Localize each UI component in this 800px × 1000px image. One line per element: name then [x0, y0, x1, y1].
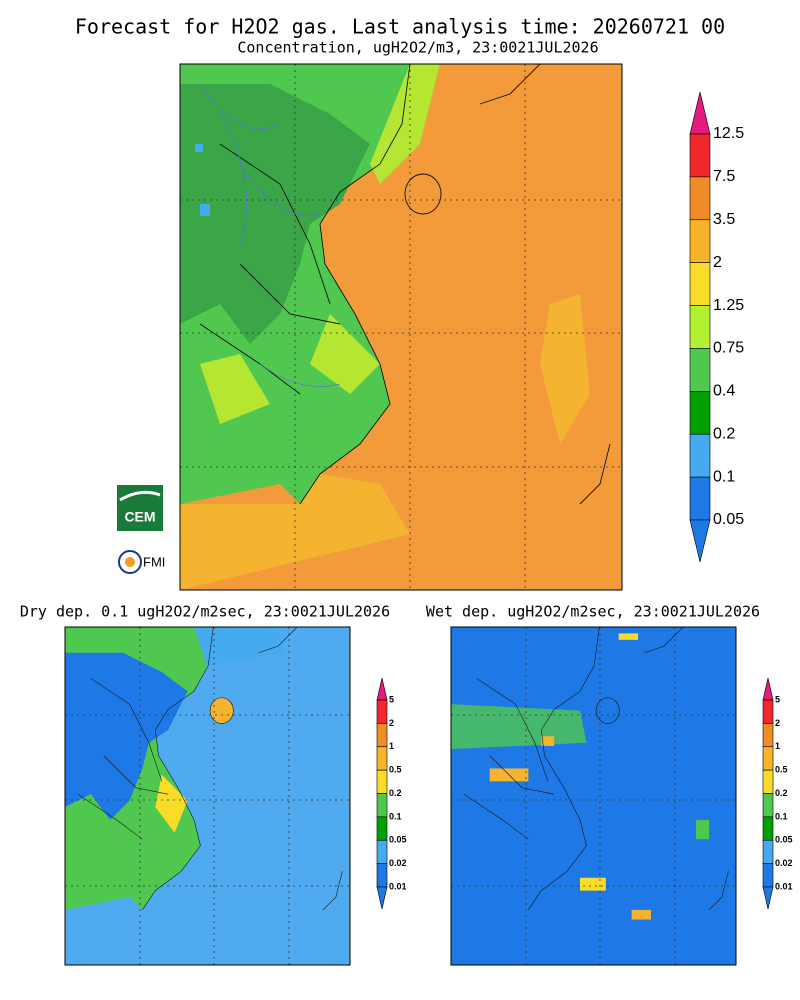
logo-text: FMI — [143, 554, 165, 569]
colorbar-label: 0.2 — [775, 788, 788, 798]
graticule — [180, 64, 622, 590]
colorbar-label: 0.02 — [775, 858, 793, 868]
colorbar-band — [376, 816, 388, 841]
colorbar-label: 3.5 — [713, 211, 735, 228]
colorbar-label: 0.2 — [713, 425, 735, 442]
main-frame — [179, 63, 623, 591]
colorbar-arrow — [689, 519, 711, 563]
colorbar-label: 0.05 — [713, 511, 744, 528]
colorbar-label: 1 — [775, 741, 780, 751]
colorbar-label: 2 — [775, 718, 780, 728]
colorbar-arrow — [762, 886, 774, 910]
colorbar-label: 7.5 — [713, 168, 735, 185]
colorbar-band — [376, 793, 388, 818]
wet-subtitle: Wet dep. ugH2O2/m2sec, 23:0021JUL2026 — [426, 603, 760, 621]
dry-map — [65, 627, 350, 965]
colorbar-band — [689, 176, 711, 221]
colorbar-label: 0.1 — [775, 811, 788, 821]
colorbar-arrow — [689, 91, 711, 135]
colorbar-label: 0.4 — [713, 383, 735, 400]
colorbar-band — [762, 863, 774, 888]
colorbar-band — [762, 723, 774, 748]
colorbar-arrow — [376, 886, 388, 910]
main-map — [180, 64, 622, 590]
colorbar-label: 1.25 — [713, 297, 744, 314]
colorbar-label: 0.01 — [389, 881, 407, 891]
colorbar-label: 0.5 — [389, 765, 402, 775]
colorbar-band — [689, 391, 711, 435]
colorbar-label: 5 — [775, 694, 780, 704]
dry-frame — [64, 626, 351, 966]
colorbar-band — [376, 769, 388, 794]
dry-subtitle: Dry dep. 0.1 ugH2O2/m2sec, 23:0021JUL202… — [20, 603, 390, 621]
cem-logo: CEM — [117, 485, 163, 531]
colorbar-arrow — [762, 677, 774, 701]
colorbar-band — [376, 863, 388, 888]
colorbar-label: 0.2 — [389, 788, 402, 798]
colorbar-band — [689, 476, 711, 521]
colorbar-band — [762, 816, 774, 841]
colorbar-label: 0.75 — [713, 340, 744, 357]
colorbar-arrow — [376, 677, 388, 701]
title: Forecast for H2O2 gas. Last analysis tim… — [75, 15, 725, 39]
colorbar-label: 2 — [389, 718, 394, 728]
colorbar-label: 5 — [389, 694, 394, 704]
colorbar-label: 0.05 — [389, 835, 407, 845]
colorbar-label: 0.02 — [389, 858, 407, 868]
wet-frame — [450, 626, 737, 966]
colorbar-label: 0.1 — [713, 468, 735, 485]
colorbar-band — [376, 839, 388, 864]
colorbar-label: 12.5 — [713, 125, 744, 142]
colorbar-band — [689, 305, 711, 349]
fmi-logo: FMI — [118, 550, 165, 574]
colorbar-band — [689, 348, 711, 392]
colorbar-band — [376, 699, 388, 724]
colorbar-band — [762, 746, 774, 771]
colorbar-band — [376, 723, 388, 748]
colorbar-band — [689, 262, 711, 306]
colorbar-label: 0.5 — [775, 765, 788, 775]
colorbar-band — [689, 133, 711, 178]
colorbar-label: 0.01 — [775, 881, 793, 891]
logo-text: CEM — [124, 509, 155, 525]
colorbar-band — [762, 839, 774, 864]
colorbar-label: 0.05 — [775, 835, 793, 845]
colorbar-label: 1 — [389, 741, 394, 751]
colorbar-label: 2 — [713, 254, 722, 271]
colorbar-band — [689, 433, 711, 478]
colorbar-band — [689, 219, 711, 263]
colorbar-band — [762, 699, 774, 724]
colorbar-band — [376, 746, 388, 771]
colorbar-band — [762, 769, 774, 794]
main-subtitle: Concentration, ugH2O2/m3, 23:0021JUL2026 — [237, 39, 598, 57]
wet-map — [451, 627, 736, 965]
colorbar-label: 0.1 — [389, 811, 402, 821]
colorbar-band — [762, 793, 774, 818]
